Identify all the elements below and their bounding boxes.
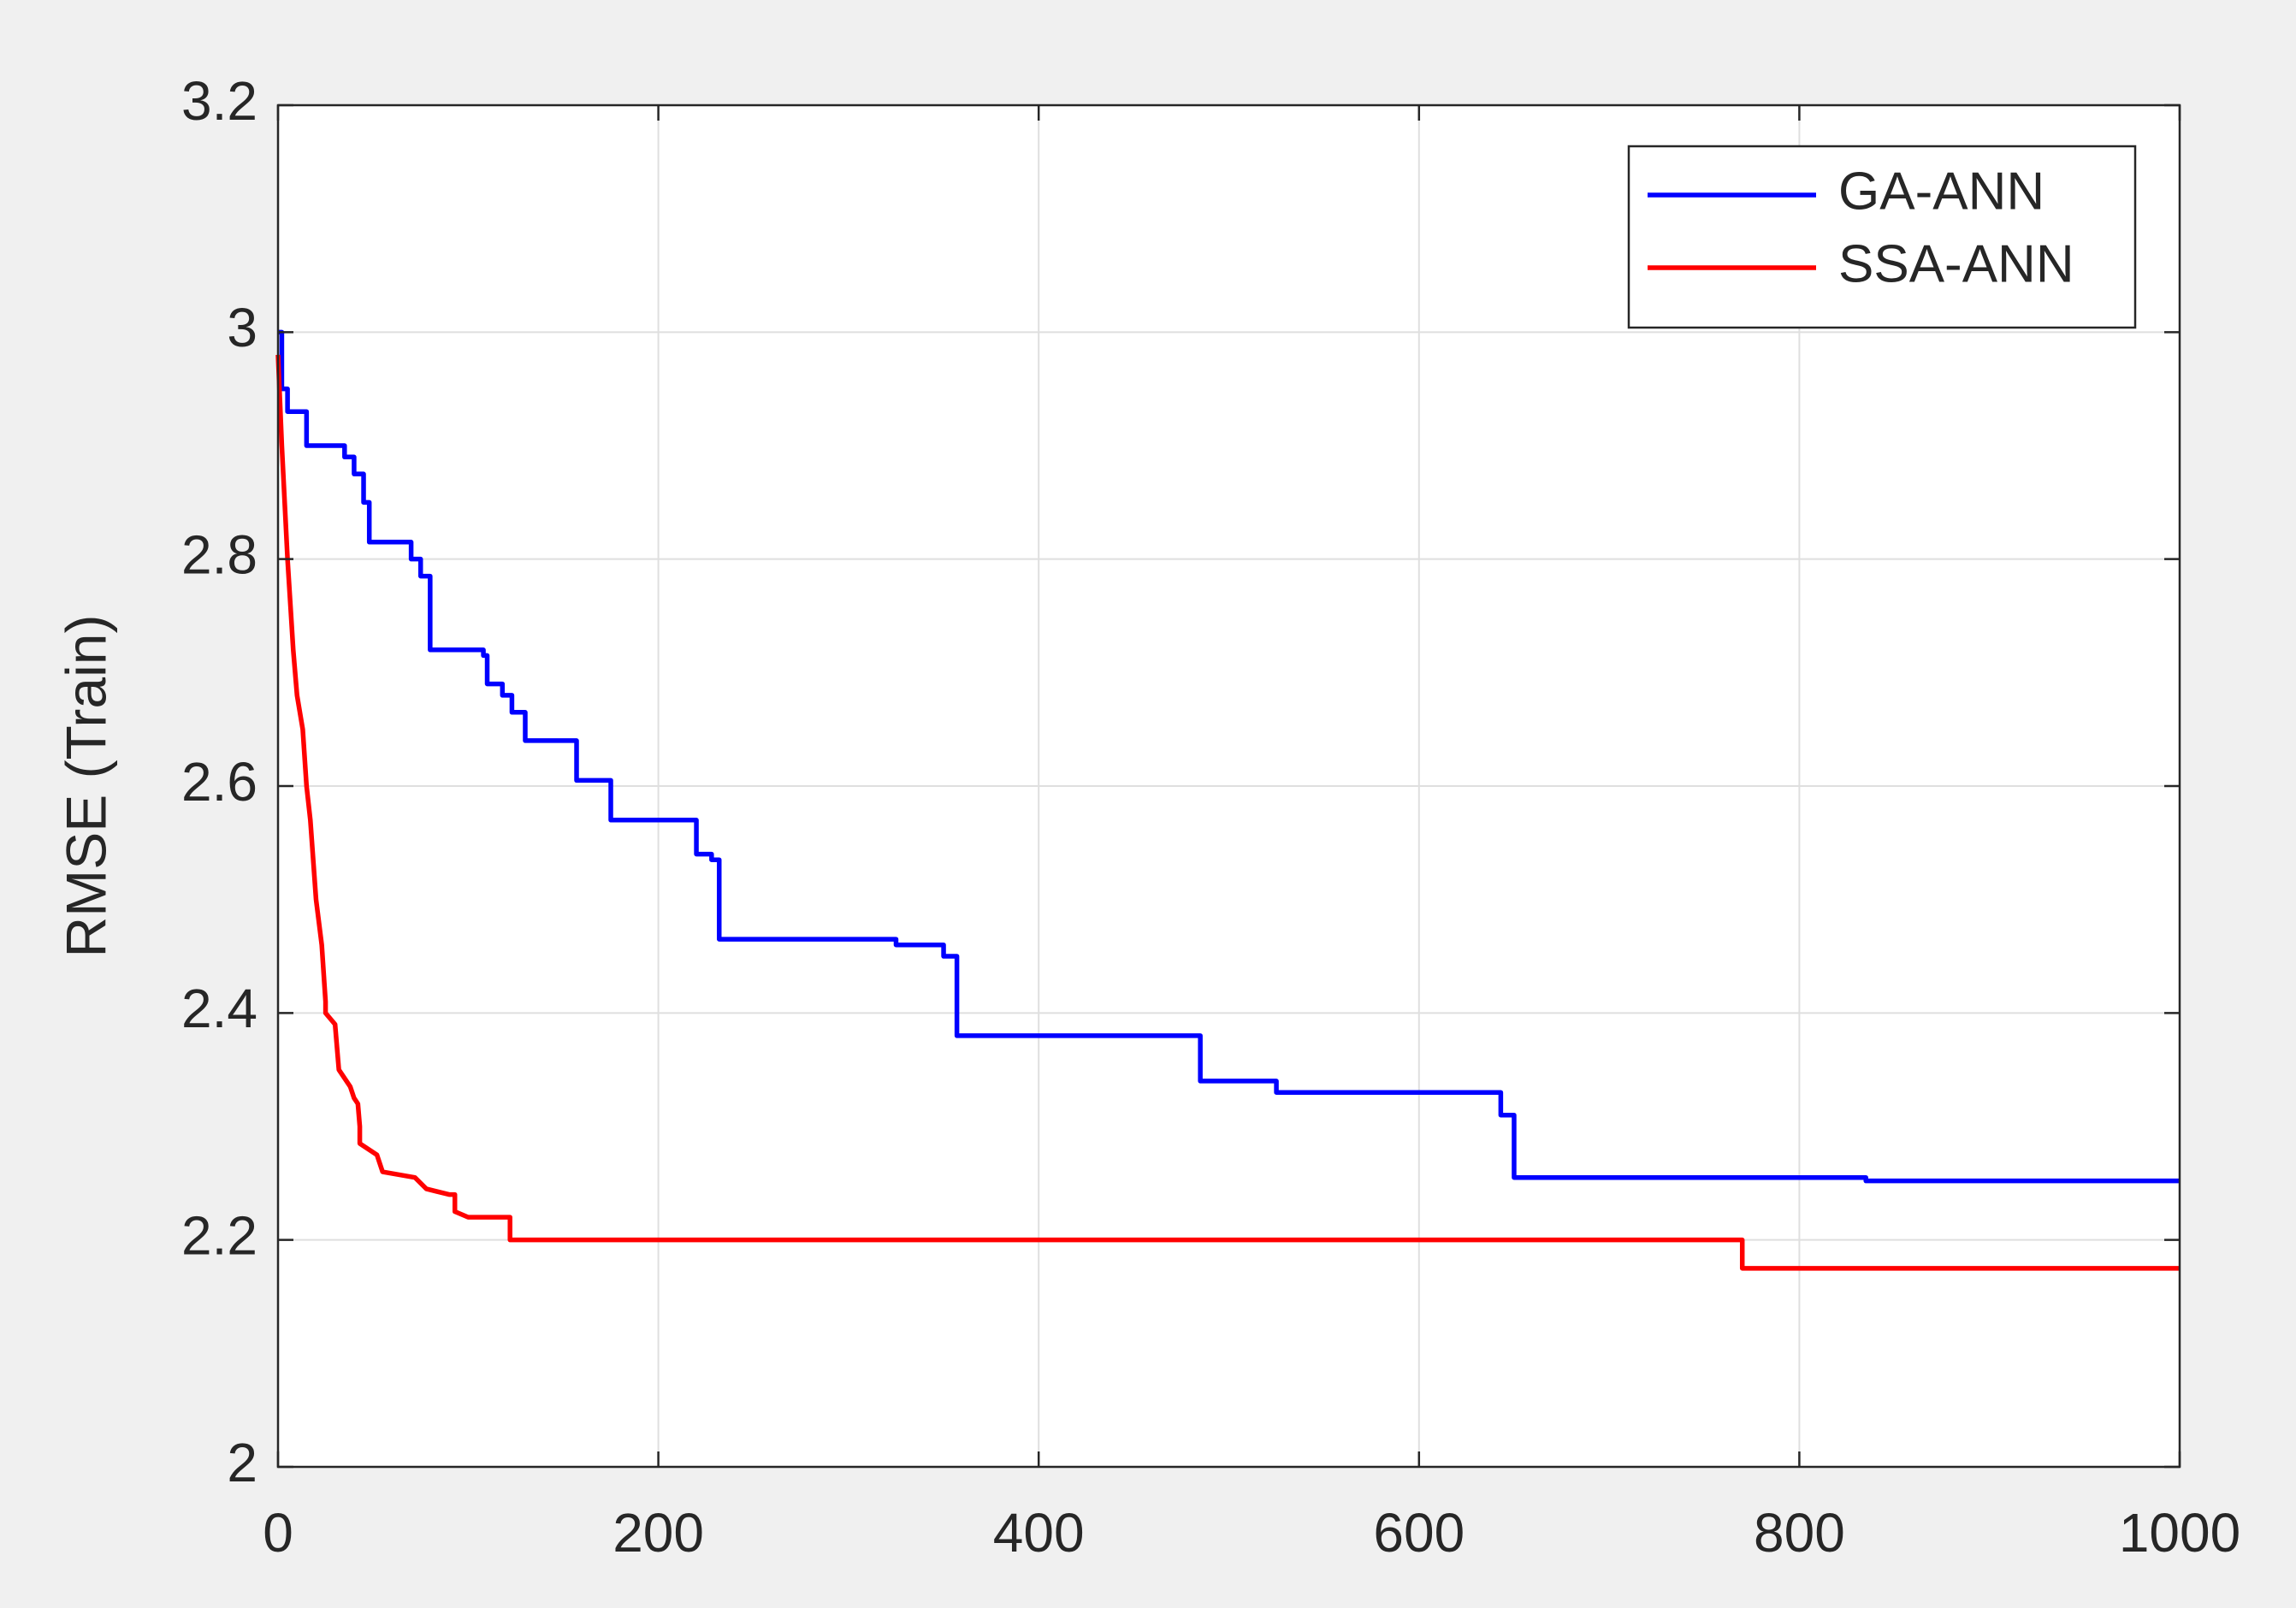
x-tick-label: 0 <box>263 1502 293 1564</box>
series-line <box>275 354 2180 1271</box>
legend-box <box>1627 145 2137 329</box>
x-tick-label: 200 <box>612 1502 704 1564</box>
y-tick-label: 2 <box>227 1432 257 1493</box>
y-tick-label: 3 <box>227 297 257 358</box>
x-tick-label: 600 <box>1373 1502 1465 1564</box>
y-tick-label: 2.2 <box>181 1205 257 1267</box>
legend: GA-ANN SSA-ANN <box>1627 145 2137 329</box>
series-line <box>278 329 2180 1184</box>
legend-label: GA-ANN <box>1838 162 2045 221</box>
y-tick-label: 2.4 <box>181 978 257 1039</box>
x-tick-label: 800 <box>1754 1502 1845 1564</box>
y-axis-label: RMSE (Train) <box>54 615 117 958</box>
ticks: 2 2.2 2.4 2.6 2.8 3 3.2 0 200 400 600 800 1000 <box>181 70 2240 1564</box>
y-tick-label: 3.2 <box>181 70 257 132</box>
lines <box>275 329 2180 1271</box>
x-tick-label: 1000 <box>2119 1502 2240 1564</box>
y-tick-label: 2.6 <box>181 751 257 813</box>
x-tick-label: 400 <box>993 1502 1085 1564</box>
y-tick-label: 2.8 <box>181 524 257 586</box>
legend-label: SSA-ANN <box>1838 234 2074 293</box>
